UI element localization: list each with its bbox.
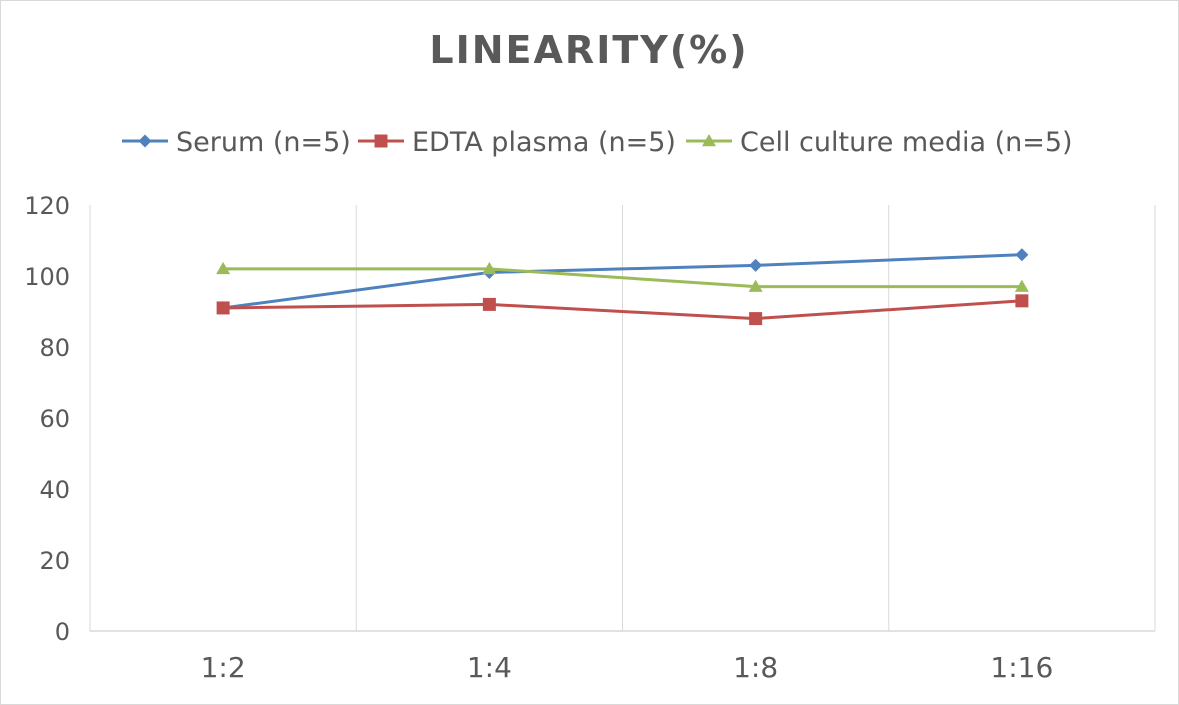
gridlines (89, 205, 1156, 631)
data-point (216, 301, 230, 315)
y-tick-label: 100 (24, 263, 70, 291)
y-tick-label: 120 (24, 192, 70, 220)
series-line (222, 253, 1022, 310)
series-2 (216, 294, 1029, 326)
data-point (749, 258, 763, 272)
legend-marker (702, 134, 716, 147)
x-axis-ticks: 1:2 1:4 1:8 1:16 (201, 651, 1054, 684)
y-tick-label: 0 (55, 618, 70, 646)
y-tick-label: 40 (39, 476, 70, 504)
legend-label: Cell culture media (n=5) (740, 127, 1073, 158)
x-tick-label: 1:4 (467, 651, 512, 684)
data-point (216, 261, 231, 275)
legend-item: Cell culture media (n=5) (686, 127, 1073, 158)
legend-label: EDTA plasma (n=5) (412, 127, 676, 158)
y-tick-label: 20 (39, 547, 70, 575)
series-3 (216, 261, 1029, 292)
data-point (1014, 279, 1029, 292)
series-line (223, 299, 1022, 321)
legend-item: Serum (n=5) (122, 127, 351, 158)
series-layer (216, 248, 1029, 326)
x-tick-label: 1:8 (733, 651, 778, 684)
data-point (748, 279, 763, 292)
legend-marker (374, 134, 388, 148)
y-tick-label: 80 (39, 334, 70, 362)
data-point (749, 312, 763, 326)
y-tick-label: 60 (39, 405, 70, 433)
y-axis-ticks: 0 20 40 60 80 100 120 (24, 192, 70, 646)
chart-title: LINEARITY(%) (429, 28, 748, 72)
data-point (1015, 248, 1029, 262)
series-line (223, 267, 1022, 289)
legend-marker (138, 134, 152, 148)
x-tick-label: 1:2 (201, 651, 246, 684)
data-point (1015, 294, 1029, 308)
legend-item: EDTA plasma (n=5) (358, 127, 676, 158)
legend-label: Serum (n=5) (176, 127, 351, 158)
chart-legend: Serum (n=5) EDTA plasma (n=5) Cell culture… (122, 127, 1073, 158)
x-tick-label: 1:16 (990, 651, 1053, 684)
data-point (482, 297, 496, 311)
data-point (482, 261, 497, 275)
